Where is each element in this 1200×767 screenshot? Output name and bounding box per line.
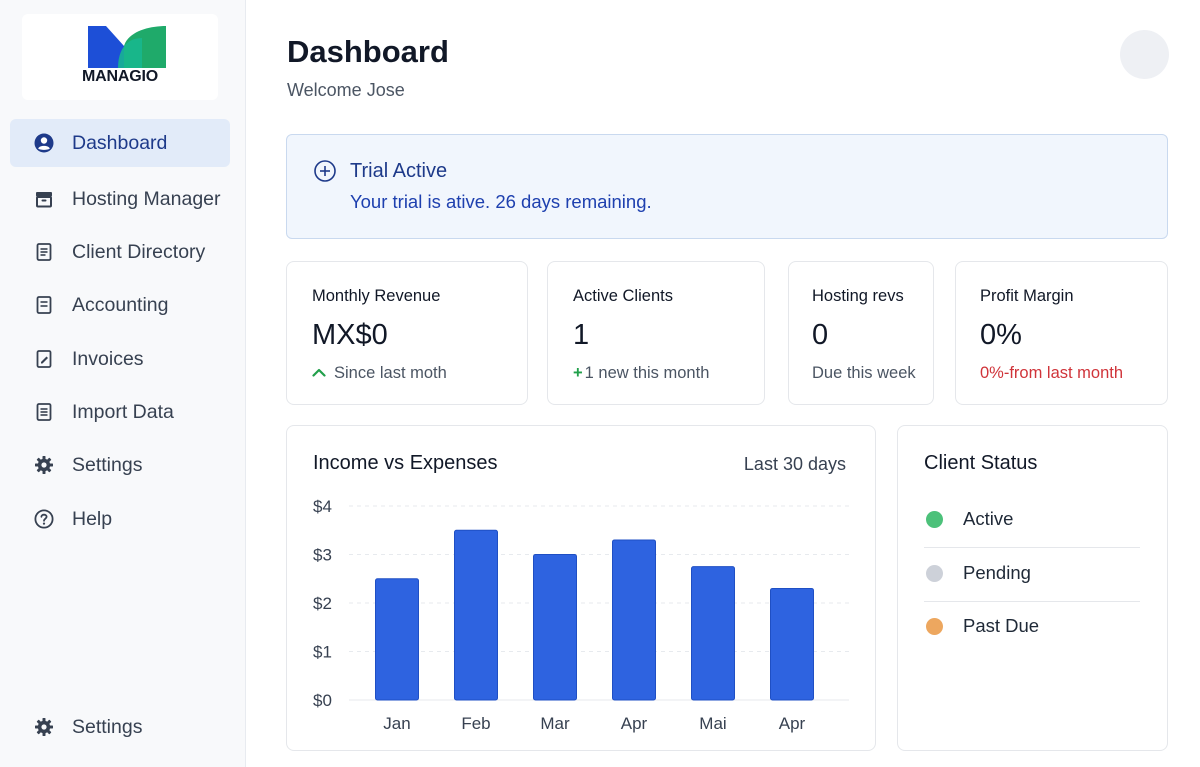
trial-message: Your trial is ative. 26 days remaining. — [350, 191, 652, 212]
chevron-up-icon — [312, 368, 326, 377]
status-dot-icon — [926, 511, 943, 528]
sidebar-item-settings[interactable]: Settings — [10, 441, 230, 489]
sidebar-item-label: Accounting — [72, 293, 169, 316]
sidebar-item-label: Client Directory — [72, 240, 206, 263]
document-icon — [36, 403, 52, 421]
avatar[interactable] — [1120, 30, 1169, 79]
sidebar-item-label: Settings — [72, 715, 143, 738]
status-dot-icon — [926, 565, 943, 582]
income-expenses-panel: $0 $1 $2 $3 $4 Jan Feb Mar Apr Mai Apr Income vs E… — [286, 425, 876, 751]
archive-box-icon — [36, 192, 52, 208]
user-circle-icon — [34, 133, 54, 153]
stat-value: 0 — [812, 319, 829, 351]
stat-label: Hosting revs — [812, 287, 904, 305]
stat-label: Active Clients — [573, 287, 673, 305]
plus-icon: + — [573, 364, 583, 382]
brand-name: MANAGIO — [82, 68, 158, 85]
status-label: Active — [963, 508, 1014, 529]
sidebar-item-label: Dashboard — [72, 131, 168, 154]
gear-icon — [35, 718, 53, 736]
stat-card-active-clients: Active Clients 1 +1 new this month — [547, 261, 765, 405]
sidebar-item-label: Import Data — [72, 400, 174, 423]
bar-mai[interactable] — [691, 566, 735, 701]
plus-circle-icon — [314, 160, 336, 182]
stat-note-text: 1 new this month — [584, 364, 710, 382]
bar-apr[interactable] — [612, 539, 656, 701]
sidebar-item-hosting-manager[interactable]: Hosting Manager — [10, 175, 230, 223]
help-circle-icon — [34, 509, 54, 529]
client-status-title: Client Status — [924, 452, 1038, 474]
sidebar-item-invoices[interactable]: Invoices — [10, 335, 230, 383]
stat-label: Monthly Revenue — [312, 287, 441, 305]
stat-value: MX$0 — [312, 319, 388, 351]
managio-logo-icon — [88, 26, 166, 68]
income-expenses-chart: $0 $1 $2 $3 $4 Jan Feb Mar Apr Mai Apr — [313, 497, 849, 733]
sidebar: MANAGIO Dashboard Hosting Manager Client… — [0, 0, 246, 767]
stat-value: 0% — [980, 319, 1022, 351]
stat-value: 1 — [573, 319, 590, 351]
status-label: Pending — [963, 562, 1031, 583]
status-item-active[interactable]: Active — [924, 495, 1140, 548]
stat-note: 0%-from last month — [980, 364, 1124, 382]
sidebar-item-accounting[interactable]: Accounting — [10, 281, 230, 329]
sidebar-item-label: Settings — [72, 453, 143, 476]
y-tick-label: $3 — [313, 546, 332, 565]
x-tick-label: Jan — [383, 714, 410, 733]
sidebar-item-label: Help — [72, 507, 113, 530]
stat-label: Profit Margin — [980, 287, 1074, 305]
y-tick-label: $1 — [313, 643, 332, 662]
status-item-past-due[interactable]: Past Due — [924, 602, 1140, 655]
bar-feb[interactable] — [454, 529, 498, 701]
document-icon — [36, 296, 52, 314]
sidebar-item-help[interactable]: Help — [10, 495, 230, 543]
sidebar-item-dashboard[interactable]: Dashboard — [10, 119, 230, 167]
trial-title: Trial Active — [350, 160, 448, 182]
status-dot-icon — [926, 618, 943, 635]
document-icon — [36, 243, 52, 261]
stat-note: Due this week — [812, 364, 916, 382]
sidebar-item-label: Invoices — [72, 347, 144, 370]
x-tick-label: Feb — [461, 714, 490, 733]
bar-jan[interactable] — [375, 578, 419, 701]
edit-document-icon — [36, 350, 52, 368]
stat-card-monthly-revenue: Monthly Revenue MX$0 Since last moth — [286, 261, 528, 405]
bar-apr[interactable] — [770, 587, 814, 701]
status-item-pending[interactable]: Pending — [924, 549, 1140, 602]
brand-logo[interactable]: MANAGIO — [22, 14, 218, 100]
trial-banner: Trial Active Your trial is ative. 26 day… — [286, 134, 1168, 239]
x-tick-label: Apr — [779, 714, 806, 733]
bar-mar[interactable] — [533, 554, 577, 701]
stat-note-text: Since last moth — [334, 364, 447, 382]
sidebar-item-label: Hosting Manager — [72, 187, 221, 210]
welcome-message: Welcome Jose — [287, 80, 405, 100]
sidebar-item-client-directory[interactable]: Client Directory — [10, 228, 230, 276]
stat-card-profit-margin: Profit Margin 0% 0%-from last month — [955, 261, 1168, 405]
sidebar-item-import-data[interactable]: Import Data — [10, 388, 230, 436]
status-label: Past Due — [963, 615, 1040, 636]
y-tick-label: $0 — [313, 691, 332, 710]
x-tick-label: Mar — [540, 714, 570, 733]
stat-note: +1 new this month — [573, 364, 709, 383]
chart-title: Income vs Expenses — [313, 452, 498, 474]
x-tick-label: Apr — [621, 714, 648, 733]
stat-note: Since last moth — [312, 364, 447, 383]
page-title: Dashboard — [287, 34, 449, 69]
y-tick-label: $2 — [313, 594, 332, 613]
stat-card-hosting-revs: Hosting revs 0 Due this week — [788, 261, 934, 405]
client-status-panel: Client Status Active Pending Past Due — [897, 425, 1168, 751]
chart-range-selector[interactable]: Last 30 days — [743, 454, 846, 474]
y-tick-label: $4 — [313, 497, 332, 516]
sidebar-footer-settings[interactable]: Settings — [10, 703, 230, 751]
gear-icon — [35, 456, 53, 474]
x-tick-label: Mai — [699, 714, 726, 733]
